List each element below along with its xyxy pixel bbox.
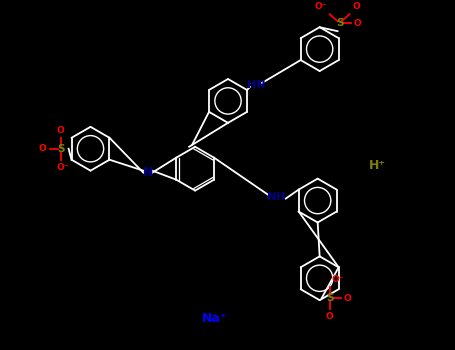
Text: S: S (326, 293, 334, 303)
Text: O: O (344, 294, 351, 303)
Text: S: S (57, 144, 64, 154)
Text: O: O (353, 2, 360, 11)
Text: O: O (39, 144, 47, 153)
Text: O⁻: O⁻ (56, 163, 69, 172)
Text: O: O (57, 126, 65, 135)
Text: O⁻: O⁻ (314, 2, 327, 11)
Text: S: S (336, 18, 344, 28)
Text: O: O (354, 19, 361, 28)
Text: Na⁺: Na⁺ (202, 312, 228, 324)
Text: O: O (326, 312, 334, 321)
Text: H⁺: H⁺ (369, 159, 386, 172)
Text: HN: HN (247, 80, 265, 90)
Text: N: N (143, 166, 153, 179)
Text: NH: NH (267, 191, 285, 202)
Text: O⁻: O⁻ (332, 275, 344, 284)
